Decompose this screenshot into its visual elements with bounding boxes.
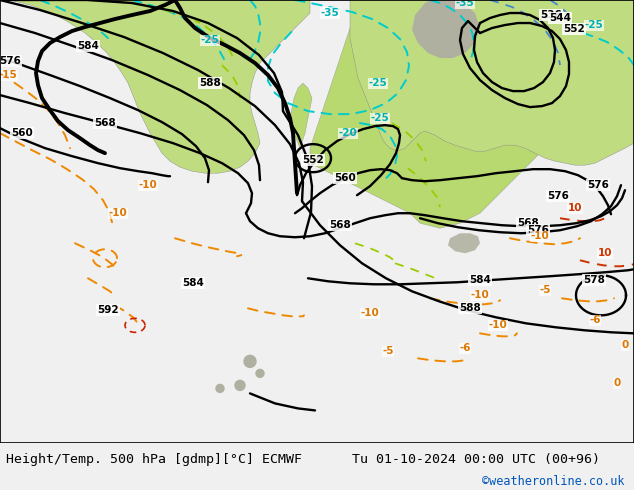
- Text: 568: 568: [517, 218, 539, 228]
- Text: -6: -6: [589, 316, 601, 325]
- Text: 0: 0: [621, 341, 629, 350]
- Text: 576: 576: [587, 180, 609, 190]
- Text: 568: 568: [94, 118, 116, 128]
- Text: 568: 568: [329, 220, 351, 230]
- Text: -5: -5: [382, 346, 394, 356]
- Polygon shape: [0, 0, 310, 173]
- Text: 552: 552: [302, 155, 324, 165]
- Text: ©weatheronline.co.uk: ©weatheronline.co.uk: [482, 475, 624, 488]
- Text: -10: -10: [108, 208, 127, 218]
- Text: Height/Temp. 500 hPa [gdmp][°C] ECMWF: Height/Temp. 500 hPa [gdmp][°C] ECMWF: [6, 453, 302, 466]
- Text: -20: -20: [339, 128, 358, 138]
- Text: 552: 552: [563, 24, 585, 34]
- Circle shape: [256, 369, 264, 377]
- Text: 588: 588: [459, 303, 481, 313]
- Text: Tu 01-10-2024 00:00 UTC (00+96): Tu 01-10-2024 00:00 UTC (00+96): [352, 453, 600, 466]
- Text: -35: -35: [321, 8, 339, 18]
- Text: -15: -15: [0, 70, 17, 80]
- Text: 576: 576: [0, 56, 21, 66]
- Text: 592: 592: [97, 305, 119, 315]
- Polygon shape: [448, 233, 480, 253]
- Text: 560: 560: [11, 128, 33, 138]
- Text: -10: -10: [361, 308, 379, 318]
- Text: -6: -6: [459, 343, 471, 353]
- Text: -25: -25: [200, 35, 219, 45]
- Text: 588: 588: [199, 78, 221, 88]
- Text: 544: 544: [549, 13, 571, 23]
- Circle shape: [235, 380, 245, 391]
- Text: 584: 584: [182, 278, 204, 288]
- Polygon shape: [350, 0, 634, 165]
- Text: -5: -5: [540, 285, 551, 295]
- Text: 10: 10: [568, 203, 582, 213]
- Text: 10: 10: [598, 248, 612, 258]
- Text: 576: 576: [527, 225, 549, 235]
- Polygon shape: [310, 0, 634, 228]
- Text: -25: -25: [371, 113, 389, 123]
- Text: 0: 0: [613, 378, 621, 389]
- Text: -10: -10: [489, 320, 507, 330]
- Text: -10: -10: [531, 231, 550, 241]
- Text: 584: 584: [77, 41, 99, 51]
- Text: -25: -25: [368, 78, 387, 88]
- Text: -35: -35: [456, 0, 474, 8]
- Polygon shape: [412, 0, 480, 58]
- Text: 576: 576: [547, 191, 569, 201]
- Text: 536: 536: [540, 10, 562, 20]
- Text: 584: 584: [469, 275, 491, 285]
- Text: 560: 560: [334, 173, 356, 183]
- Text: 578: 578: [583, 275, 605, 285]
- Circle shape: [216, 384, 224, 392]
- Text: -10: -10: [139, 180, 157, 190]
- Circle shape: [244, 355, 256, 368]
- Polygon shape: [290, 83, 312, 148]
- Text: -25: -25: [585, 20, 604, 30]
- Text: -10: -10: [470, 290, 489, 300]
